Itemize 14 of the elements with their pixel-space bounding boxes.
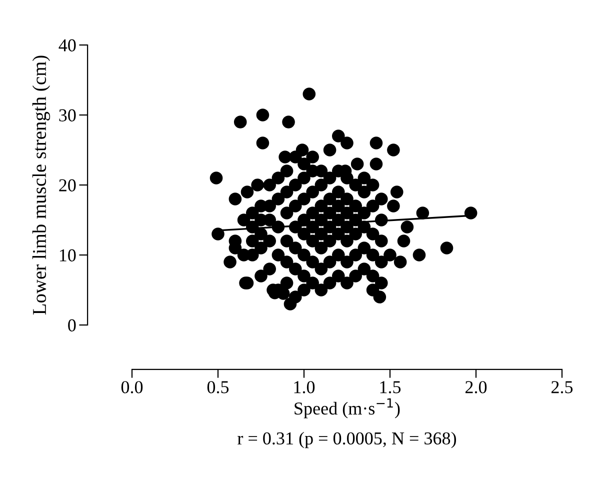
y-tick-label: 10 — [60, 249, 76, 262]
x-tick-label: 1.5 — [380, 381, 401, 394]
x-tick-label: 0.5 — [207, 381, 229, 394]
x-axis-title: Speed (m·s$^{−1}$) — [294, 398, 400, 418]
y-tick-label: 20 — [59, 179, 76, 192]
y-tick-label: 0 — [68, 319, 76, 332]
x-tick-label: 2.5 — [552, 381, 573, 394]
text: r = 0.31 (p = 0.0005, N = 368) — [238, 432, 456, 448]
x-tick-label: 2.0 — [466, 381, 487, 394]
y-tick-label: 30 — [59, 109, 76, 122]
x-tick-label: 1.0 — [294, 381, 315, 394]
y-axis-title: Lower limb muscle strength (cm) — [32, 56, 50, 315]
x-tick-label: 0.0 — [121, 381, 143, 394]
y-tick-label: 40 — [58, 39, 76, 52]
